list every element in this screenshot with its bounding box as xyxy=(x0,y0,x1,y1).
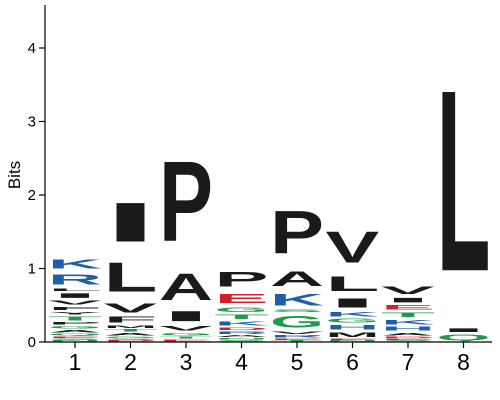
logo-letter: K xyxy=(270,291,324,309)
logo-letter: P xyxy=(159,137,213,265)
logo-letter: N xyxy=(48,341,102,342)
logo-letter: Q xyxy=(48,333,102,336)
logo-letter: P xyxy=(270,199,324,267)
x-tick-label: 7 xyxy=(402,349,415,375)
logo-letter: L xyxy=(437,37,491,326)
logo-letter: N xyxy=(215,338,269,340)
logo-letter: R xyxy=(270,335,324,339)
x-tick-label: 8 xyxy=(457,349,470,375)
logo-letter: E xyxy=(215,292,269,306)
logo-letter: A xyxy=(159,265,213,308)
logo-letter: D xyxy=(104,341,158,342)
y-tick-label: 1 xyxy=(28,261,36,278)
logo-letter: A xyxy=(381,332,435,336)
logo-letter: K xyxy=(48,257,102,272)
logo-letter: S xyxy=(270,309,324,313)
logo-letter: V xyxy=(159,324,213,331)
logo-letter: S xyxy=(215,340,269,342)
logo-letter: A xyxy=(215,335,269,338)
logo-letter: F xyxy=(48,306,102,311)
logo-letter: K xyxy=(215,321,269,327)
logo-letter: D xyxy=(215,327,269,331)
logo-letter: I xyxy=(159,308,213,324)
logo-letter: G xyxy=(326,318,380,324)
logo-letter: E xyxy=(381,338,435,340)
y-axis-label: Bits xyxy=(5,161,24,189)
logo-letter: Q xyxy=(437,333,491,342)
logo-letter: H xyxy=(381,326,435,332)
logo-letter: S xyxy=(381,341,435,342)
logo-letter: V xyxy=(326,222,380,272)
logo-letter: G xyxy=(270,312,324,331)
logo-letter: T xyxy=(215,313,269,320)
logo-letter: P xyxy=(48,321,102,325)
logo-letter: S xyxy=(48,338,102,340)
logo-letter: P xyxy=(215,267,269,291)
logo-letter: N xyxy=(326,341,380,342)
logo-letter: I xyxy=(48,292,102,299)
logo-letter: A xyxy=(104,332,158,336)
logo-letter: V xyxy=(381,284,435,296)
logo-letter: M xyxy=(104,324,158,328)
logo-letter: E xyxy=(270,338,324,340)
logo-letter: G xyxy=(104,336,158,338)
logo-letter: T xyxy=(159,336,213,339)
logo-letter: K xyxy=(326,310,380,317)
y-tick-label: 2 xyxy=(28,187,36,204)
x-tick-label: 1 xyxy=(69,349,82,375)
logo-letter: F xyxy=(104,316,158,325)
logo-letter: H xyxy=(326,324,380,331)
logo-letter: E xyxy=(159,339,213,342)
logo-letter: R xyxy=(215,331,269,335)
logo-letter: T xyxy=(381,311,435,318)
logo-letter: I xyxy=(437,327,491,333)
x-tick-label: 4 xyxy=(235,349,248,375)
logo-letter: D xyxy=(381,336,435,338)
logo-letter: I xyxy=(104,192,158,254)
logo-letter: S xyxy=(104,338,158,340)
logo-letter: E xyxy=(381,304,435,311)
x-tick-label: 2 xyxy=(124,349,137,375)
logo-letter: E xyxy=(48,336,102,338)
logo-letter: V xyxy=(270,331,324,335)
logo-letter: E xyxy=(326,338,380,340)
logo-letter: G xyxy=(159,332,213,336)
logo-letter: A xyxy=(48,330,102,334)
logo-columns: NSEQAGPTYFVILRKDSGATMFVLIETGVIAPSNARDKTG… xyxy=(48,37,490,342)
y-tick-group: 0 1 2 3 4 xyxy=(28,40,45,351)
logo-letter: K xyxy=(381,319,435,326)
logo-letter: A xyxy=(270,267,324,291)
y-tick-label: 0 xyxy=(28,334,36,351)
logo-letter: V xyxy=(48,299,102,306)
y-tick-label: 3 xyxy=(28,114,36,131)
x-tick-label: 3 xyxy=(180,349,193,375)
logo-letter: V xyxy=(104,301,158,316)
x-tick-label: 5 xyxy=(291,349,304,375)
logo-letter: T xyxy=(48,316,102,322)
logo-column: QIL xyxy=(437,37,491,342)
y-tick-label: 4 xyxy=(28,40,36,57)
logo-letter: L xyxy=(104,253,158,300)
logo-letter: G xyxy=(48,325,102,329)
logo-letter: Y xyxy=(48,311,102,315)
logo-letter: T xyxy=(270,341,324,342)
logo-letter: M xyxy=(326,331,380,338)
logo-letter: T xyxy=(104,329,158,333)
logo-letter: G xyxy=(215,306,269,313)
logo-letter: L xyxy=(48,288,102,292)
logo-letter: I xyxy=(326,296,380,311)
logo-letter: I xyxy=(381,296,435,303)
logo-letter: L xyxy=(326,272,380,296)
x-tick-group: 1 2 3 4 5 6 7 8 xyxy=(69,342,470,375)
x-tick-label: 6 xyxy=(346,349,359,375)
logo-letter: R xyxy=(48,272,102,288)
